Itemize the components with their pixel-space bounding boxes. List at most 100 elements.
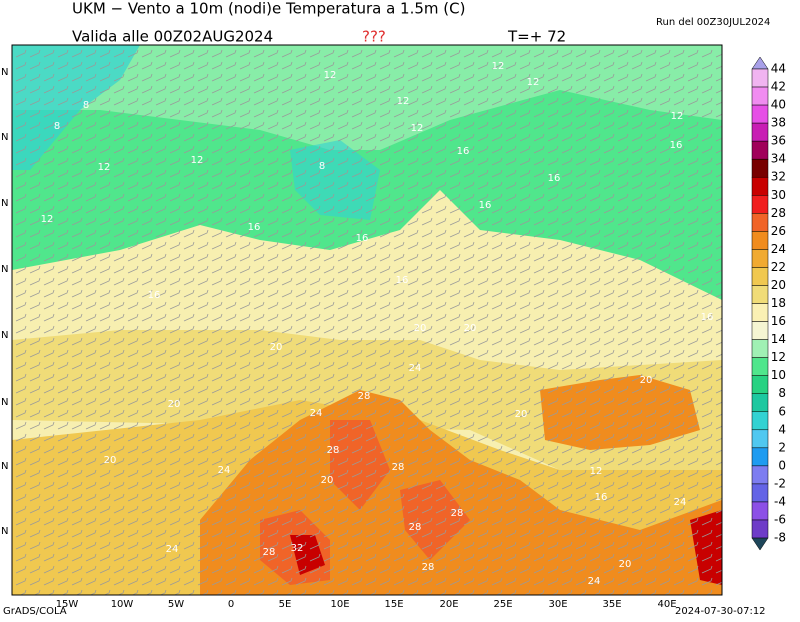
lat-label: N [1,461,8,472]
colorbar-label: 22 [771,260,786,274]
title: UKM − Vento a 10m (nodi)e Temperatura a … [72,0,465,18]
colorbar-box [751,483,769,503]
contour-label: 16 [457,146,470,157]
colorbar-box [751,267,769,286]
colorbar-label: -6 [774,513,786,527]
colorbar-box [751,375,769,394]
lon-label: 10W [111,599,134,610]
contour-label: 32 [291,543,304,554]
colorbar-box [751,285,769,304]
colorbar-label: 26 [771,224,786,238]
contour-label: 12 [324,70,337,81]
map-frame [11,44,723,596]
lat-label: N [1,526,8,537]
colorbar-label: 6 [778,404,786,418]
contour-label: 12 [191,155,204,166]
colorbar-label: 28 [771,206,786,220]
forecast-step: T=+ 72 [507,28,566,46]
colorbar-box [751,501,769,521]
colorbar-label: 16 [771,314,786,328]
contour-label: 28 [358,391,371,402]
colorbar-box [751,231,769,250]
contour-label: 16 [548,173,561,184]
colorbar-label: -4 [774,494,786,508]
contour-label: 12 [590,466,603,477]
contour-label: 20 [619,559,632,570]
lat-label: N [1,264,8,275]
contour-label: 12 [527,77,540,88]
colorbar-box [751,429,769,449]
lat-label: N [1,330,8,341]
colorbar-label: 44 [771,62,786,76]
contour-label: 12 [397,96,410,107]
contour-label: 8 [54,121,60,132]
colorbar-label: -2 [774,476,786,490]
lon-label: 25E [493,599,512,610]
colorbar-box [751,86,769,106]
lat-label: N [1,198,8,209]
contour-label: 20 [270,342,283,353]
contour-label: 16 [595,492,608,503]
colorbar-box [751,465,769,485]
colorbar-box [751,303,769,322]
contour-label: 12 [492,61,505,72]
lon-label: 35E [602,599,621,610]
colorbar-box [751,176,769,196]
contour-label: 24 [166,544,179,555]
contour-label: 12 [98,162,111,173]
colorbar-label: 18 [771,296,786,310]
contour-label: 28 [409,522,422,533]
colorbar-box [751,249,769,268]
map-field [12,45,722,595]
colorbar-label: 36 [771,134,786,148]
contour-label: 28 [392,462,405,473]
colorbar-label: 20 [771,278,786,292]
colorbar-label: 12 [771,350,786,364]
contour-label: 20 [168,399,181,410]
contour-label: 20 [104,455,117,466]
colorbar-box [751,68,769,88]
contour-label: 24 [674,497,687,508]
colorbar-box [751,447,769,467]
colorbar-label: 40 [771,98,786,112]
lon-label: 5E [279,599,292,610]
contour-label: 12 [671,111,684,122]
colorbar-box [751,519,769,539]
contour-label: 28 [263,547,276,558]
lat-label: N [1,132,8,143]
colorbar-box [751,140,769,160]
colorbar-label: 4 [778,422,786,436]
colorbar-box [751,357,769,376]
contour-label: 20 [515,409,528,420]
contour-label: 8 [319,161,325,172]
contour-label: 16 [396,275,409,286]
contour-label: 8 [83,100,89,111]
contour-label: 20 [321,475,334,486]
lon-label: 10E [330,599,349,610]
contour-label: 28 [451,508,464,519]
lon-label: 15W [56,599,79,610]
lon-label: 40E [657,599,676,610]
colorbar-label: 8 [778,386,786,400]
colorbar-box [751,339,769,358]
run-time: Run del 00Z30JUL2024 [656,17,770,28]
footer-right: 2024-07-30-07:12 [675,606,766,617]
lon-label: 0 [228,599,234,610]
contour-label: 16 [356,233,369,244]
colorbar-box [751,213,769,232]
valid-time: Valida alle 00Z02AUG2024 [72,28,273,46]
contour-label: 16 [479,200,492,211]
contour-label: 28 [327,445,340,456]
colorbar-label: 32 [771,170,786,184]
contour-label: 16 [148,290,161,301]
contour-label: 24 [409,363,422,374]
colorbar-end [751,56,769,70]
contour-label: 16 [248,222,261,233]
colorbar-label: 10 [771,368,786,382]
lat-label: N [1,67,8,78]
colorbar-box [751,195,769,214]
colorbar-box [751,122,769,142]
colorbar-label: -8 [774,531,786,545]
colorbar-box [751,158,769,178]
